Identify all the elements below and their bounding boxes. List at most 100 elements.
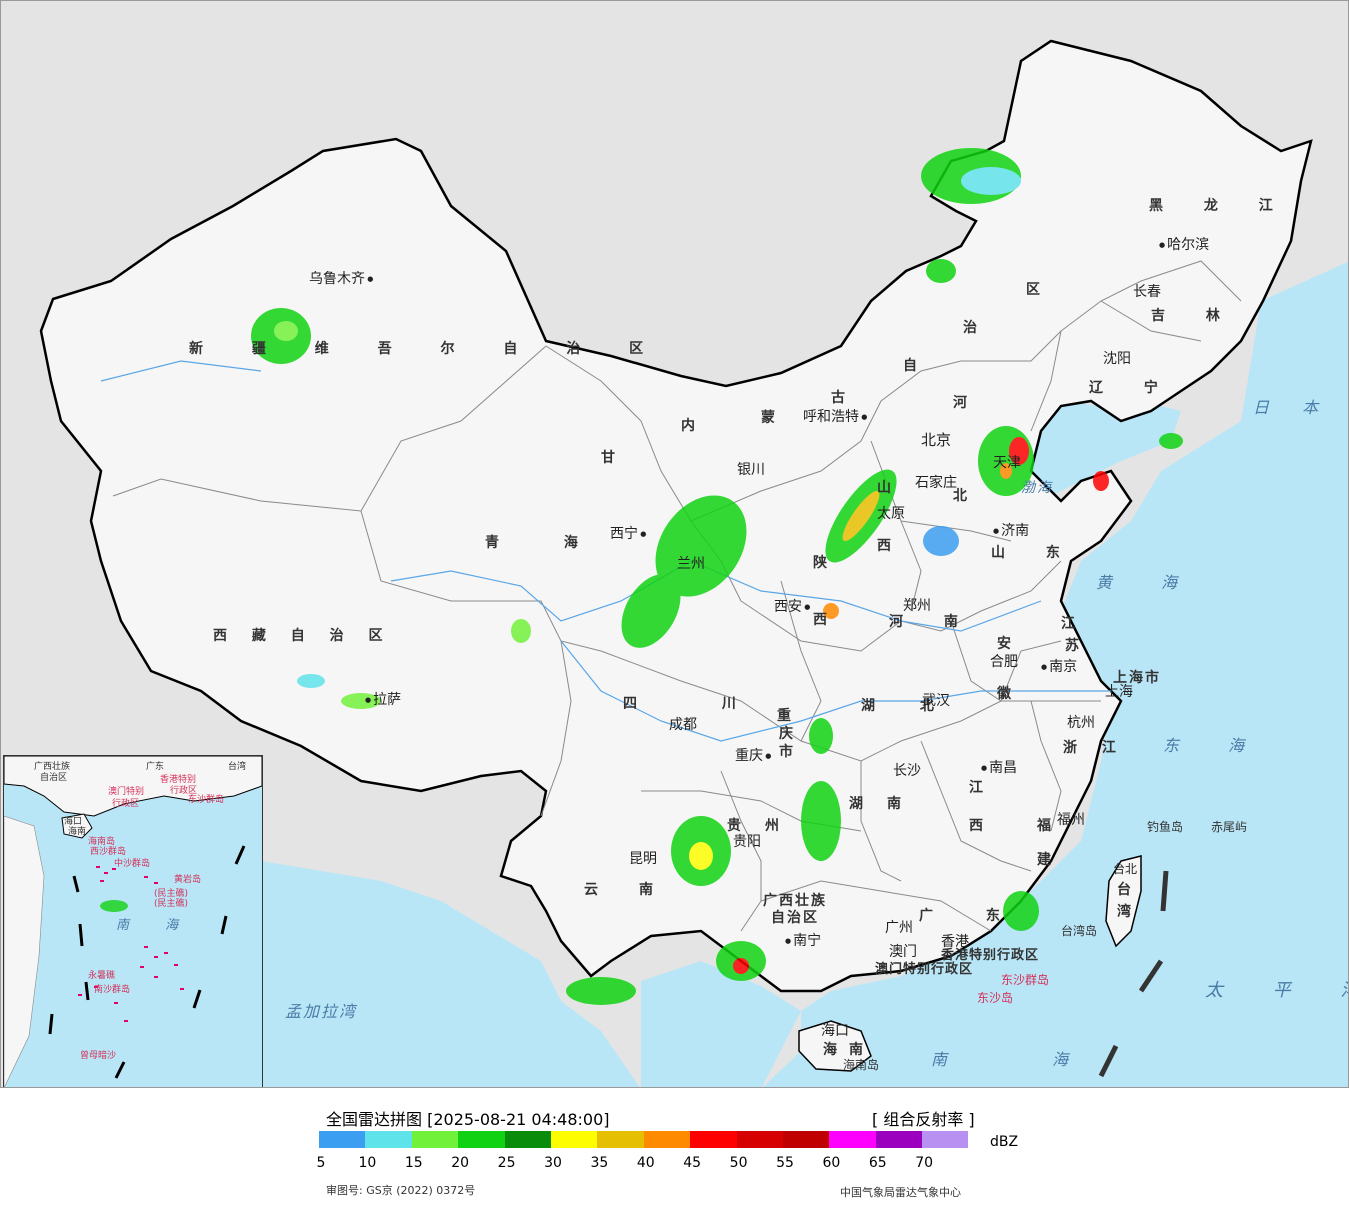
sea-boundary-dashes xyxy=(1098,870,1169,1078)
island-diaoyu: 钓鱼岛 xyxy=(1147,820,1184,834)
city-urumqi: 乌鲁木齐 xyxy=(309,272,373,286)
sea-south: 南 海 xyxy=(931,1050,1119,1069)
inset-hainan: 海南 xyxy=(68,827,87,837)
tick-label: 15 xyxy=(404,1155,423,1171)
island-taiwan: 台湾岛 xyxy=(1061,924,1098,938)
color-bin-10 xyxy=(782,1131,830,1148)
approval-number: 审图号: GS京 (2022) 0372号 xyxy=(326,1184,476,1197)
label-yunnan-2: 南 xyxy=(639,882,675,898)
city-chengdu: 成都 xyxy=(669,717,697,733)
label-xizang: 西 藏 自 治 区 xyxy=(213,628,393,644)
city-wuhan: 武汉 xyxy=(922,693,950,709)
city-shijiazhuang: 石家庄 xyxy=(915,475,957,491)
inset-guangdong: 广东 xyxy=(146,762,165,772)
color-bin-1 xyxy=(365,1131,412,1148)
island-chiwei: 赤尾屿 xyxy=(1211,820,1248,834)
label-chongqing-1: 重 xyxy=(777,708,813,724)
color-bin-4 xyxy=(504,1131,551,1148)
city-nanjing: 南京 xyxy=(1041,660,1077,674)
city-nanchang: 南昌 xyxy=(981,761,1017,775)
label-shanxi-2: 西 xyxy=(877,538,913,554)
city-jinan: 济南 xyxy=(993,524,1029,538)
city-yinchuan: 银川 xyxy=(737,462,765,478)
color-bin-0 xyxy=(319,1131,366,1148)
label-taiwan-2: 湾 xyxy=(1117,904,1153,920)
tick-label: 70 xyxy=(915,1155,934,1171)
east-sea-area xyxy=(763,261,1348,1087)
sea-bohai: 渤海 xyxy=(1021,480,1053,496)
city-xian: 西安 xyxy=(774,600,810,614)
color-bin-11 xyxy=(829,1131,876,1148)
inset-guangxi-2: 自治区 xyxy=(40,773,68,783)
label-chongqing-2: 庆 xyxy=(779,726,815,742)
label-hk-sar: 香港特别行政区 xyxy=(941,948,1040,963)
inset-taiwan: 台湾 xyxy=(228,762,247,772)
city-hefei: 合肥 xyxy=(990,654,1018,670)
label-hunan-2: 南 xyxy=(887,796,923,812)
bengal-area xyxy=(261,861,640,1087)
city-lanzhou: 兰州 xyxy=(677,556,705,572)
label-neimeng-5: 治 xyxy=(963,320,999,336)
label-zhejiang: 浙 江 xyxy=(1063,740,1126,756)
city-taibei: 台北 xyxy=(1113,862,1138,876)
legend-title: 全国雷达拼图 [2025-08-21 04:48:00] xyxy=(326,1110,610,1129)
sea-yellow: 黄 海 xyxy=(1096,573,1200,592)
color-bin-9 xyxy=(736,1131,783,1148)
label-henan: 河 南 xyxy=(889,614,976,630)
label-shaanxi-1: 陕 xyxy=(813,555,849,571)
inset-haikou: 海口 xyxy=(64,817,83,827)
tick-label: 65 xyxy=(868,1155,887,1171)
label-gansu: 甘 xyxy=(601,450,637,466)
inset-huangyan: 黄岩岛 xyxy=(174,875,202,885)
city-haikou: 海口 xyxy=(821,1023,849,1039)
label-jiangxi-1: 江 xyxy=(969,780,1005,796)
label-hebei-2: 北 xyxy=(953,488,989,504)
label-neimeng-4: 自 xyxy=(903,358,939,374)
tick-label: 35 xyxy=(590,1155,609,1171)
label-guizhou-2: 州 xyxy=(765,818,801,834)
label-guangdong: 广 东 xyxy=(919,908,1024,924)
radar-map: 新 疆 维 吾 尔 自 治 区 西 藏 自 治 区 青 海 甘 内 蒙 古 自 … xyxy=(0,0,1349,1088)
island-dongsha-q: 东沙群岛 xyxy=(1001,973,1050,987)
label-sichuan: 四 川 xyxy=(623,696,776,712)
label-jiangsu-1: 江 xyxy=(1061,616,1097,632)
label-hunan-1: 湖 xyxy=(849,796,885,812)
label-fujian-1: 福 xyxy=(1037,818,1073,834)
color-bin-12 xyxy=(875,1131,923,1148)
inset-hk-2: 行政区 xyxy=(170,786,198,796)
label-taiwan-1: 台 xyxy=(1117,882,1153,898)
inset-macau-2: 行政区 xyxy=(112,799,140,809)
city-zhengzhou: 郑州 xyxy=(903,598,931,614)
tick-label: 60 xyxy=(822,1155,841,1171)
label-guangxi-1: 广西壮族 xyxy=(763,893,827,909)
city-lhasa: 拉萨 xyxy=(365,693,401,707)
inset-hk: 香港特别 xyxy=(160,775,197,785)
inset-zengmu: 曾母暗沙 xyxy=(80,1051,117,1061)
color-bin-3 xyxy=(458,1131,505,1148)
label-hubei: 湖 北 xyxy=(861,698,954,714)
inset-nansha: 南沙群岛 xyxy=(94,985,131,995)
city-chongqing: 重庆 xyxy=(735,749,771,763)
label-qinghai: 青 海 xyxy=(485,535,608,551)
label-neimeng-6: 区 xyxy=(1026,282,1062,298)
color-bin-8 xyxy=(690,1131,737,1148)
city-nanning: 南宁 xyxy=(785,934,821,948)
tick-label: 50 xyxy=(729,1155,748,1171)
color-bin-2 xyxy=(411,1131,459,1148)
inset-xisha: 西沙群岛 xyxy=(90,847,127,857)
sea-pacific: 太 平 洋 xyxy=(1205,980,1348,1001)
label-shandong: 山 东 xyxy=(991,545,1078,561)
label-fujian-2: 建 xyxy=(1037,852,1073,868)
tick-label: 45 xyxy=(683,1155,702,1171)
tick-label: 5 xyxy=(316,1155,326,1171)
label-heilongjiang: 黑 龙 江 xyxy=(1149,198,1291,214)
legend-product: [ 组合反射率 ] xyxy=(872,1110,975,1129)
label-liaoning: 辽 宁 xyxy=(1089,380,1176,396)
city-changchun: 长春 xyxy=(1133,284,1161,300)
inset-yongshu: 永暑礁 xyxy=(88,971,116,981)
tick-label: 25 xyxy=(497,1155,516,1171)
label-guangxi-2: 自治区 xyxy=(771,910,819,926)
sea-japan: 日 本 海 xyxy=(1253,398,1348,417)
tick-label: 40 xyxy=(636,1155,655,1171)
bohai-area xyxy=(1031,401,1181,496)
